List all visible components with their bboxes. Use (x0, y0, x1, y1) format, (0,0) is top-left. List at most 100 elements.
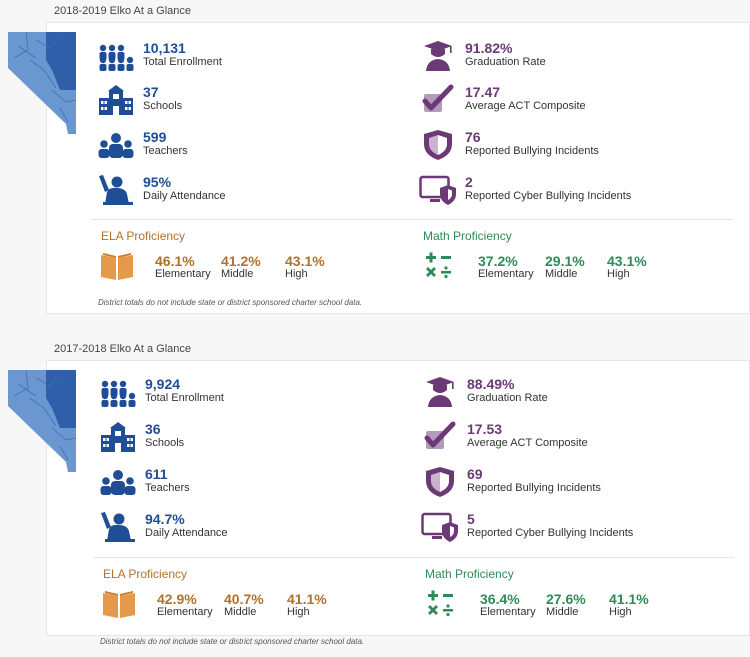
stat-schools: 37 Schools (97, 84, 337, 116)
ela-elementary-label: Elementary (155, 268, 211, 280)
ela-proficiency-title: ELA Proficiency (101, 229, 186, 243)
school-building-icon (101, 422, 135, 452)
stat-value: 9,924 (145, 376, 181, 392)
stat-value: 76 (465, 129, 481, 145)
ela-elementary-value: 42.9% (157, 591, 197, 607)
math-elementary-label: Elementary (480, 606, 536, 618)
stat-label: Schools (143, 100, 183, 112)
stat-label: Graduation Rate (465, 56, 546, 68)
stat-total-enrollment: 10,131 Total Enrollment (97, 40, 337, 72)
nevada-map-icon (8, 31, 77, 134)
stat-label: Teachers (143, 145, 188, 157)
stat-value: 17.47 (465, 84, 501, 100)
ela-high-value: 41.1% (287, 591, 327, 607)
stat-label: Reported Bullying Incidents (467, 482, 601, 494)
stat-cyber-bullying-incidents: 5 Reported Cyber Bullying Incidents (421, 511, 721, 543)
people-group-icon (99, 44, 134, 71)
stat-label: Average ACT Composite (467, 437, 588, 449)
stat-graduation-rate: 91.82% Graduation Rate (419, 40, 719, 72)
math-middle-value: 29.1% (545, 253, 585, 269)
stat-teachers: 599 Teachers (97, 129, 337, 161)
ela-elementary-label: Elementary (157, 606, 213, 618)
section-title: 2017-2018 Elko At a Glance (54, 343, 191, 355)
stat-average-act: 17.53 Average ACT Composite (421, 421, 721, 453)
stat-value: 95% (143, 174, 172, 190)
stat-label: Average ACT Composite (465, 100, 586, 112)
stat-value: 91.82% (465, 40, 513, 56)
math-elementary-label: Elementary (478, 268, 534, 280)
stat-label: Total Enrollment (145, 392, 224, 404)
nevada-map-icon (8, 369, 77, 472)
shield-icon (426, 467, 454, 497)
stat-total-enrollment: 9,924 Total Enrollment (99, 376, 339, 408)
stat-teachers: 611 Teachers (99, 466, 339, 498)
divider (94, 557, 734, 558)
charter-disclaimer-note: District totals do not include state or … (100, 637, 365, 646)
stat-value: 94.7% (145, 511, 185, 527)
stat-label: Reported Cyber Bullying Incidents (467, 527, 634, 539)
ela-middle-label: Middle (224, 606, 257, 618)
graduate-icon (426, 377, 454, 407)
ela-middle-value: 41.2% (221, 253, 261, 269)
math-elementary-value: 36.4% (480, 591, 520, 607)
math-high-label: High (609, 606, 632, 618)
student-raising-hand-icon (99, 175, 133, 205)
teachers-icon (98, 133, 134, 158)
stat-bullying-incidents: 76 Reported Bullying Incidents (419, 129, 719, 161)
ela-elementary-value: 46.1% (155, 253, 195, 269)
stat-label: Schools (145, 437, 185, 449)
stat-cyber-bullying-incidents: 2 Reported Cyber Bullying Incidents (419, 174, 719, 206)
section-title: 2018-2019 Elko At a Glance (54, 5, 191, 17)
ela-middle-label: Middle (221, 268, 254, 280)
stat-daily-attendance: 95% Daily Attendance (97, 174, 337, 206)
monitor-shield-icon (421, 512, 458, 542)
divider (92, 219, 732, 220)
ela-proficiency-title: ELA Proficiency (103, 567, 188, 581)
stat-daily-attendance: 94.7% Daily Attendance (99, 511, 339, 543)
teachers-icon (100, 470, 136, 495)
stat-value: 37 (143, 84, 159, 100)
stat-value: 599 (143, 129, 167, 145)
glance-card (46, 22, 750, 314)
stat-value: 5 (467, 511, 475, 527)
stat-label: Total Enrollment (143, 56, 222, 68)
ela-high-value: 43.1% (285, 253, 325, 269)
stat-label: Graduation Rate (467, 392, 548, 404)
stat-label: Reported Bullying Incidents (465, 145, 599, 157)
checkmark-icon (422, 84, 454, 112)
student-raising-hand-icon (101, 512, 135, 542)
stat-value: 17.53 (467, 421, 503, 437)
math-proficiency-title: Math Proficiency (425, 567, 514, 581)
stat-label: Daily Attendance (145, 527, 228, 539)
math-proficiency-title: Math Proficiency (423, 229, 512, 243)
glance-card (46, 360, 750, 636)
stat-graduation-rate: 88.49% Graduation Rate (421, 376, 721, 408)
glance-section-2018-2019: 2018-2019 Elko At a Glance 10,131 Total … (0, 0, 750, 320)
stat-schools: 36 Schools (99, 421, 339, 453)
stat-value: 10,131 (143, 40, 186, 56)
stat-value: 88.49% (467, 376, 515, 392)
school-building-icon (99, 85, 133, 115)
math-middle-label: Middle (546, 606, 579, 618)
ela-high-label: High (287, 606, 310, 618)
stat-value: 611 (145, 466, 168, 482)
stat-value: 69 (467, 466, 483, 482)
people-group-icon (101, 380, 136, 407)
shield-icon (424, 130, 452, 160)
math-elementary-value: 37.2% (478, 253, 518, 269)
stat-label: Reported Cyber Bullying Incidents (465, 190, 632, 202)
ela-middle-value: 40.7% (224, 591, 264, 607)
stat-label: Daily Attendance (143, 190, 226, 202)
monitor-shield-icon (419, 175, 456, 205)
stat-bullying-incidents: 69 Reported Bullying Incidents (421, 466, 721, 498)
graduate-icon (424, 41, 452, 71)
stat-average-act: 17.47 Average ACT Composite (419, 84, 719, 116)
stat-label: Teachers (145, 482, 190, 494)
book-icon (101, 253, 133, 280)
glance-section-2017-2018: 2017-2018 Elko At a Glance 9,924 Total E… (0, 338, 750, 657)
math-high-value: 43.1% (607, 253, 647, 269)
ela-high-label: High (285, 268, 308, 280)
charter-disclaimer-note: District totals do not include state or … (98, 298, 363, 307)
checkmark-icon (424, 421, 456, 449)
book-icon (103, 591, 135, 618)
